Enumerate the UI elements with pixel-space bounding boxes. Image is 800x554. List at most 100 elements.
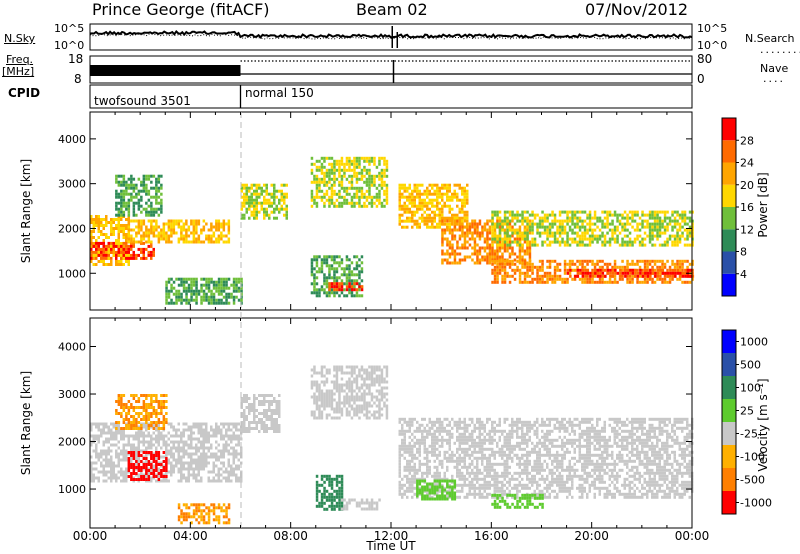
echo-cell: [268, 192, 271, 196]
echo-cell: [162, 437, 165, 441]
echo-cell: [135, 452, 138, 456]
echo-cell: [345, 413, 349, 417]
echo-cell: [661, 231, 664, 235]
echo-cell: [260, 192, 263, 196]
echo-cell: [263, 210, 266, 214]
echo-cell: [122, 394, 126, 397]
echo-cell: [110, 470, 113, 474]
echo-cell: [175, 295, 178, 299]
cpid-panel-frame: [89, 84, 693, 109]
echo-cell: [621, 277, 624, 281]
echo-cell: [127, 466, 131, 469]
echo-cell: [343, 389, 346, 393]
echo-cell: [313, 401, 316, 405]
echo-cell: [486, 252, 489, 256]
echo-cell: [511, 213, 514, 217]
echo-cell: [571, 222, 574, 226]
echo-cell: [122, 177, 126, 181]
echo-cell: [172, 446, 175, 450]
echo-cell: [210, 428, 213, 432]
echo-cell: [130, 446, 133, 450]
echo-cell: [92, 250, 95, 254]
echo-cell: [105, 440, 108, 444]
echo-cell: [646, 225, 649, 229]
echo-cell: [338, 365, 341, 369]
echo-cell: [273, 430, 276, 433]
echo-cell: [403, 207, 406, 211]
echo-cell: [140, 183, 143, 187]
echo-cell: [202, 437, 205, 441]
echo-cell: [616, 271, 620, 275]
echo-cell: [127, 201, 131, 205]
echo-cell: [120, 213, 123, 217]
echo-cell: [100, 233, 103, 236]
echo-cell: [225, 470, 228, 474]
echo-cell: [320, 501, 324, 505]
echo-cell: [426, 213, 429, 217]
echo-cell: [343, 398, 346, 402]
echo-cell: [132, 253, 135, 257]
echo-cell: [360, 261, 364, 265]
echo-cell: [591, 262, 594, 266]
echo-cell: [691, 243, 694, 247]
echo-cell: [541, 216, 544, 220]
echo-cell: [345, 177, 349, 181]
echo-cell: [275, 409, 278, 412]
echo-cell: [378, 162, 381, 166]
echo-cell: [260, 189, 263, 193]
echo-cell: [200, 446, 203, 450]
echo-cell: [275, 189, 278, 193]
echo-cell: [172, 228, 176, 232]
echo-cell: [245, 406, 248, 409]
echo-cell: [90, 215, 93, 218]
echo-cell: [115, 195, 118, 199]
echo-cell: [616, 234, 619, 238]
echo-cell: [646, 213, 649, 217]
echo-cell: [473, 240, 477, 244]
echo-cell: [122, 406, 126, 409]
echo-cell: [608, 228, 612, 232]
echo-cell: [318, 291, 321, 295]
echo-cell: [92, 257, 95, 260]
echo-cell: [135, 446, 138, 450]
echo-cell: [140, 189, 143, 193]
echo-cell: [150, 434, 153, 438]
echo-cell: [207, 289, 211, 293]
echo-cell: [318, 410, 321, 414]
echo-cell: [606, 262, 609, 266]
echo-cell: [197, 422, 200, 426]
echo-cell: [132, 469, 136, 472]
echo-cell: [157, 207, 161, 211]
echo-cell: [553, 237, 557, 241]
echo-cell: [270, 201, 273, 205]
echo-cell: [546, 213, 549, 217]
echo-cell: [443, 252, 447, 256]
echo-cell: [140, 460, 143, 463]
echo-cell: [190, 464, 193, 468]
echo-cell: [165, 469, 168, 472]
echo-cell: [338, 204, 341, 208]
echo-cell: [626, 262, 629, 266]
echo-cell: [253, 394, 256, 397]
echo-cell: [217, 277, 221, 281]
echo-cell: [370, 368, 374, 372]
echo-cell: [378, 174, 381, 178]
echo-cell: [603, 216, 607, 220]
echo-cell: [152, 228, 156, 232]
echo-cell: [573, 210, 577, 214]
echo-cell: [157, 437, 160, 441]
echo-cell: [413, 201, 416, 205]
echo-cell: [506, 225, 509, 229]
echo-cell: [603, 237, 607, 241]
echo-cell: [383, 198, 386, 202]
echo-cell: [170, 234, 173, 238]
echo-cell: [335, 371, 339, 375]
echo-cell: [240, 449, 243, 453]
echo-cell: [548, 271, 552, 275]
echo-cell: [92, 467, 95, 471]
echo-cell: [335, 480, 339, 484]
echo-cell: [260, 400, 263, 403]
echo-cell: [608, 262, 612, 266]
echo-cell: [132, 186, 136, 190]
echo-cell: [235, 437, 238, 441]
